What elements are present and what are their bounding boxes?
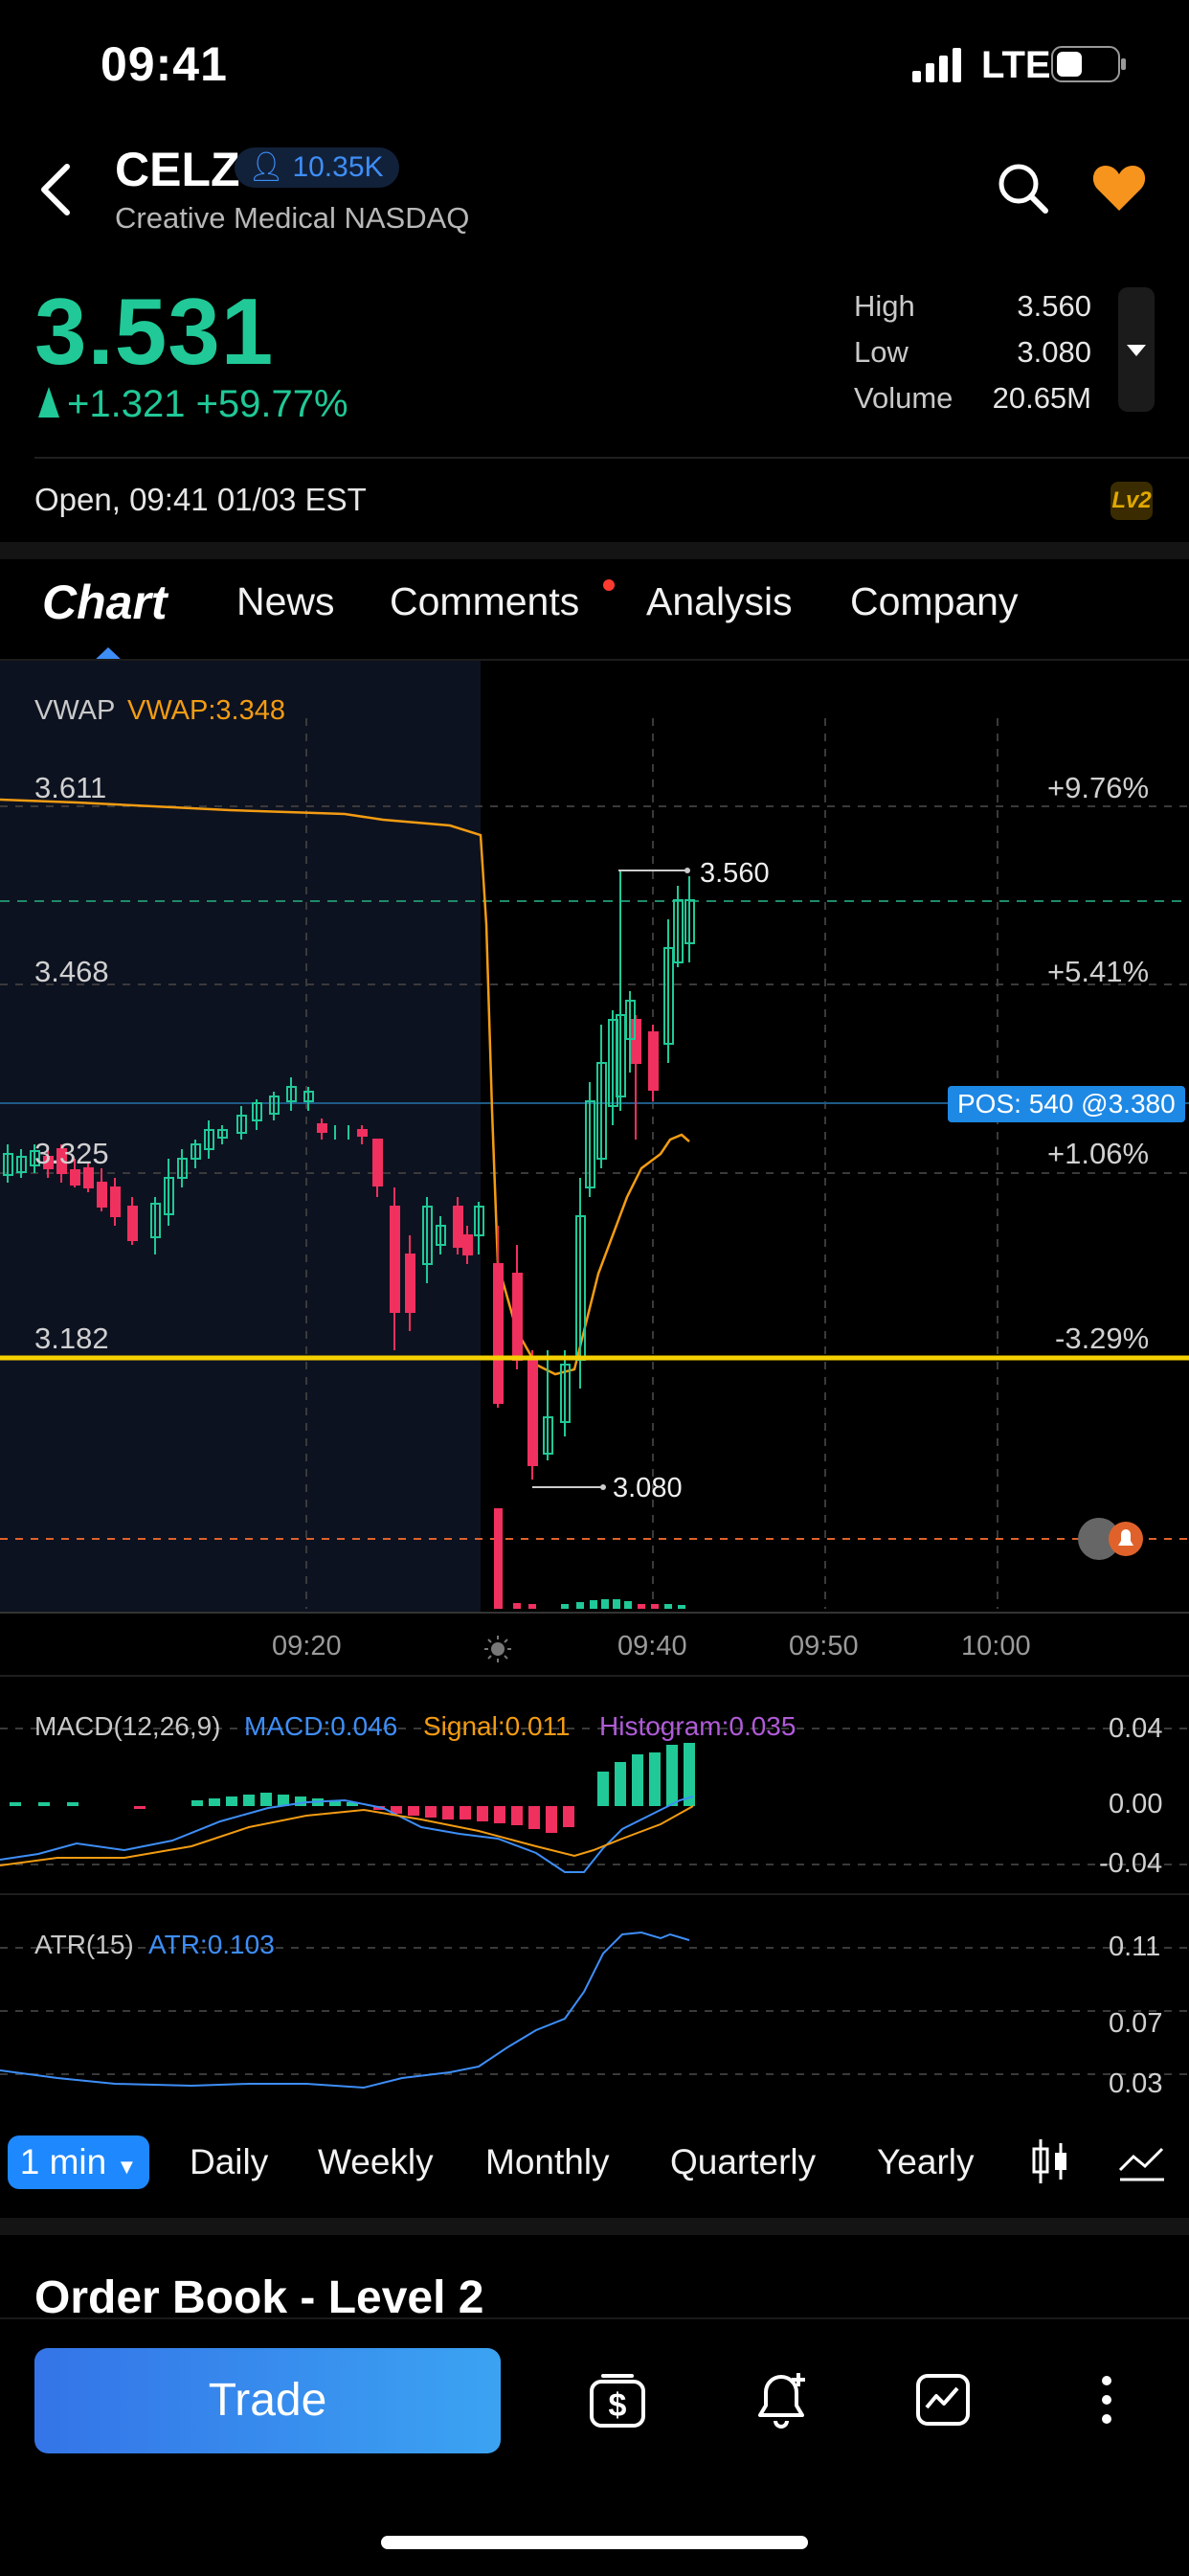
caret-down-icon: ▼ — [116, 2155, 138, 2179]
macd-scale-label: 0.00 — [1109, 1789, 1163, 1819]
last-price: 3.531 — [34, 279, 275, 384]
session-status: Open, 09:41 01/03 EST — [34, 482, 367, 517]
home-indicator — [381, 2536, 808, 2549]
divider — [0, 659, 1189, 661]
sun-icon — [484, 1636, 511, 1662]
timeframe-yearly[interactable]: Yearly — [877, 2142, 975, 2181]
expand-stats-button[interactable] — [1118, 287, 1155, 412]
search-icon[interactable] — [996, 161, 1049, 215]
volume-label: Volume — [854, 381, 953, 415]
high-value: 3.560 — [1017, 289, 1091, 323]
dollar-icon[interactable]: $ — [588, 2372, 647, 2429]
pct-axis-label: -3.29% — [1055, 1322, 1150, 1355]
vwap-value: VWAP:3.348 — [127, 695, 285, 726]
candles — [3, 871, 695, 1480]
atr-grid — [0, 1947, 1189, 2075]
atr-scale-label: 0.11 — [1109, 1932, 1161, 1962]
high-label: High — [854, 289, 915, 323]
macd-line — [0, 1796, 694, 1873]
timeframe-monthly[interactable]: Monthly — [485, 2142, 610, 2181]
tab-analysis[interactable]: Analysis — [646, 579, 793, 623]
time-axis-label: 09:20 — [272, 1631, 342, 1661]
trade-button[interactable]: Trade — [34, 2348, 501, 2453]
pct-axis-label: +5.41% — [1047, 955, 1150, 988]
svg-text:$: $ — [609, 2387, 627, 2424]
indicator-icon[interactable] — [1118, 2141, 1166, 2183]
person-icon: 👤︎ — [248, 151, 285, 183]
unread-dot — [603, 579, 615, 591]
alert-add-icon[interactable] — [752, 2369, 810, 2430]
battery-icon — [1051, 46, 1126, 82]
timeframe-1min[interactable]: 1 min ▼ — [8, 2135, 149, 2189]
macd-histogram — [10, 1743, 695, 1833]
order-book-title: Order Book - Level 2 — [34, 2272, 484, 2323]
time-axis-label: 09:50 — [789, 1631, 859, 1661]
signal-line — [0, 1805, 694, 1866]
section-divider — [0, 2218, 1189, 2235]
timeframe-quarterly[interactable]: Quarterly — [670, 2142, 817, 2181]
macd-title[interactable]: MACD(12,26,9) — [34, 1711, 221, 1741]
candle-type-icon[interactable] — [1030, 2137, 1072, 2185]
atr-scale-label: 0.07 — [1109, 2008, 1163, 2039]
section-divider — [0, 542, 1189, 559]
high-marker-label: 3.560 — [700, 858, 770, 889]
time-axis-label: 10:00 — [961, 1631, 1031, 1661]
tab-company[interactable]: Company — [850, 579, 1019, 623]
tab-news[interactable]: News — [236, 579, 335, 623]
more-icon[interactable] — [1099, 2373, 1114, 2427]
indicator-name[interactable]: VWAP — [34, 695, 116, 726]
network-label: LTE — [981, 44, 1051, 86]
time-axis-label: 09:40 — [617, 1631, 687, 1661]
macd-scale-label: 0.04 — [1109, 1713, 1163, 1744]
tab-chart[interactable]: Chart — [42, 576, 168, 629]
atr-scale-label: 0.03 — [1109, 2068, 1163, 2099]
main-grid — [0, 718, 1189, 1609]
up-arrow-icon — [38, 387, 59, 418]
ticker-symbol: CELZ — [115, 143, 240, 196]
price-axis-label: 3.611 — [34, 771, 107, 804]
alert-bell-icon — [1078, 1518, 1143, 1560]
price-axis-label: 3.325 — [34, 1137, 109, 1170]
low-value: 3.080 — [1017, 335, 1091, 369]
histogram-value: Histogram:0.035 — [599, 1711, 796, 1741]
macd-scale-label: -0.04 — [1099, 1848, 1163, 1879]
volume-bars — [494, 1508, 685, 1609]
low-label: Low — [854, 335, 909, 369]
chart-area[interactable] — [0, 661, 1189, 2116]
timeframe-weekly[interactable]: Weekly — [318, 2142, 434, 2181]
atr-line — [0, 1931, 690, 2090]
heart-icon[interactable] — [1091, 163, 1147, 213]
company-name: Creative Medical NASDAQ — [115, 201, 470, 235]
atr-value: ATR:0.103 — [148, 1930, 275, 1959]
lv2-badge[interactable]: Lv2 — [1110, 482, 1153, 520]
chart-box-icon[interactable] — [915, 2373, 971, 2427]
tab-comments[interactable]: Comments — [390, 579, 580, 623]
followers-badge[interactable]: 👤︎ 10.35K — [235, 147, 399, 188]
followers-count: 10.35K — [292, 151, 384, 183]
signal-icon — [912, 48, 961, 82]
pct-axis-label: +9.76% — [1047, 771, 1150, 804]
back-icon[interactable] — [38, 163, 73, 216]
atr-title[interactable]: ATR(15) — [34, 1930, 134, 1959]
chevron-down-icon — [1127, 345, 1146, 356]
position-label[interactable]: POS: 540 @3.380 — [948, 1086, 1185, 1122]
timeframe-daily[interactable]: Daily — [190, 2142, 269, 2181]
price-axis-label: 3.468 — [34, 955, 109, 988]
pct-axis-label: +1.06% — [1047, 1137, 1150, 1170]
signal-value: Signal:0.011 — [423, 1711, 571, 1741]
price-change: +1.321 +59.77% — [67, 383, 348, 425]
status-time: 09:41 — [101, 37, 228, 91]
volume-value: 20.65M — [992, 381, 1091, 415]
timeframe-1min-label: 1 min — [19, 2142, 107, 2181]
divider — [34, 457, 1189, 459]
macd-grid — [0, 1728, 1189, 1865]
macd-value: MACD:0.046 — [244, 1711, 398, 1741]
price-axis-label: 3.182 — [34, 1322, 109, 1355]
low-marker-label: 3.080 — [613, 1473, 683, 1503]
